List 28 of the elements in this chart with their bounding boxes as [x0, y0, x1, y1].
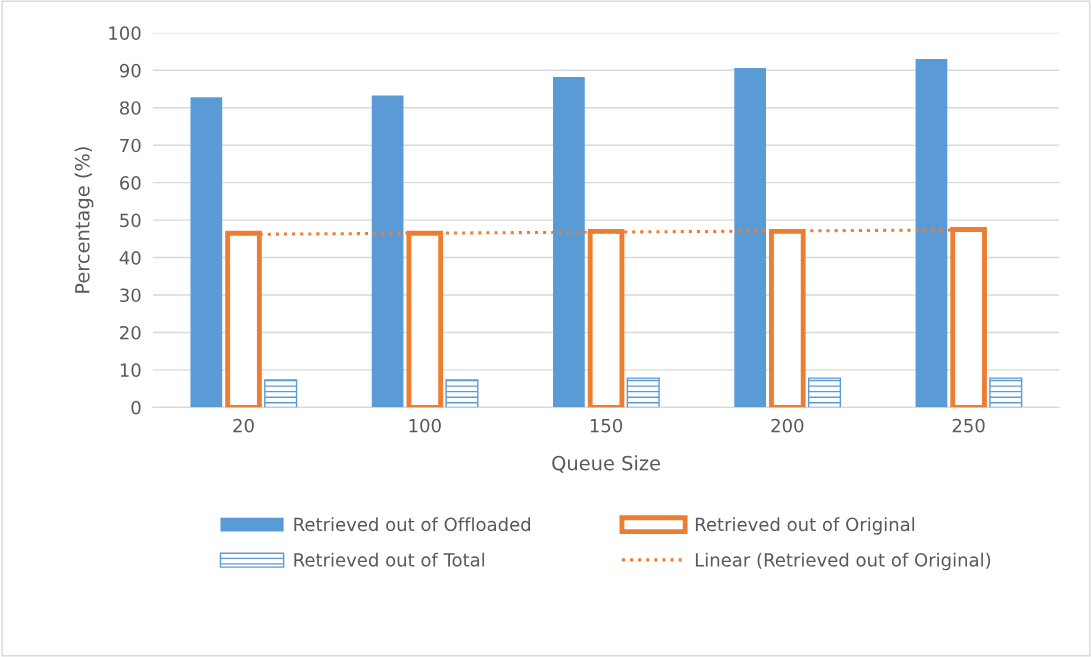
bar: [264, 379, 298, 408]
bar: [626, 377, 660, 408]
y-tick-label: 50: [120, 213, 141, 228]
legend-label: Retrieved out of Total: [294, 552, 485, 567]
x-tick-label: 150: [590, 418, 623, 433]
x-tick-label: 200: [771, 418, 804, 433]
bar: [445, 379, 479, 408]
legend-label: Retrieved out of Original: [695, 517, 915, 535]
bar: [989, 377, 1023, 408]
y-tick-label: 0: [131, 400, 141, 415]
legend-label: Retrieved out of Offloaded: [294, 517, 531, 532]
x-tick-label: 20: [233, 418, 254, 433]
y-tick-label: 100: [109, 26, 141, 40]
y-axis-title: Percentage (%): [74, 147, 94, 293]
y-tick-label: 40: [119, 251, 141, 265]
bar: [807, 377, 842, 408]
x-tick-label: 250: [952, 418, 985, 433]
y-tick-label: 10: [120, 363, 141, 378]
y-tick-label: 20: [120, 325, 141, 340]
y-tick-label: 80: [120, 101, 141, 115]
x-axis-title: Queue Size: [552, 455, 661, 473]
y-tick-label: 70: [120, 138, 141, 153]
y-tick-label: 60: [120, 176, 141, 190]
y-tick-label: 90: [119, 63, 141, 78]
legend-label: Linear (Retrieved out of Original): [695, 552, 991, 571]
bar: [915, 59, 948, 408]
x-tick-label: 100: [409, 418, 441, 433]
y-tick-label: 30: [120, 288, 141, 303]
